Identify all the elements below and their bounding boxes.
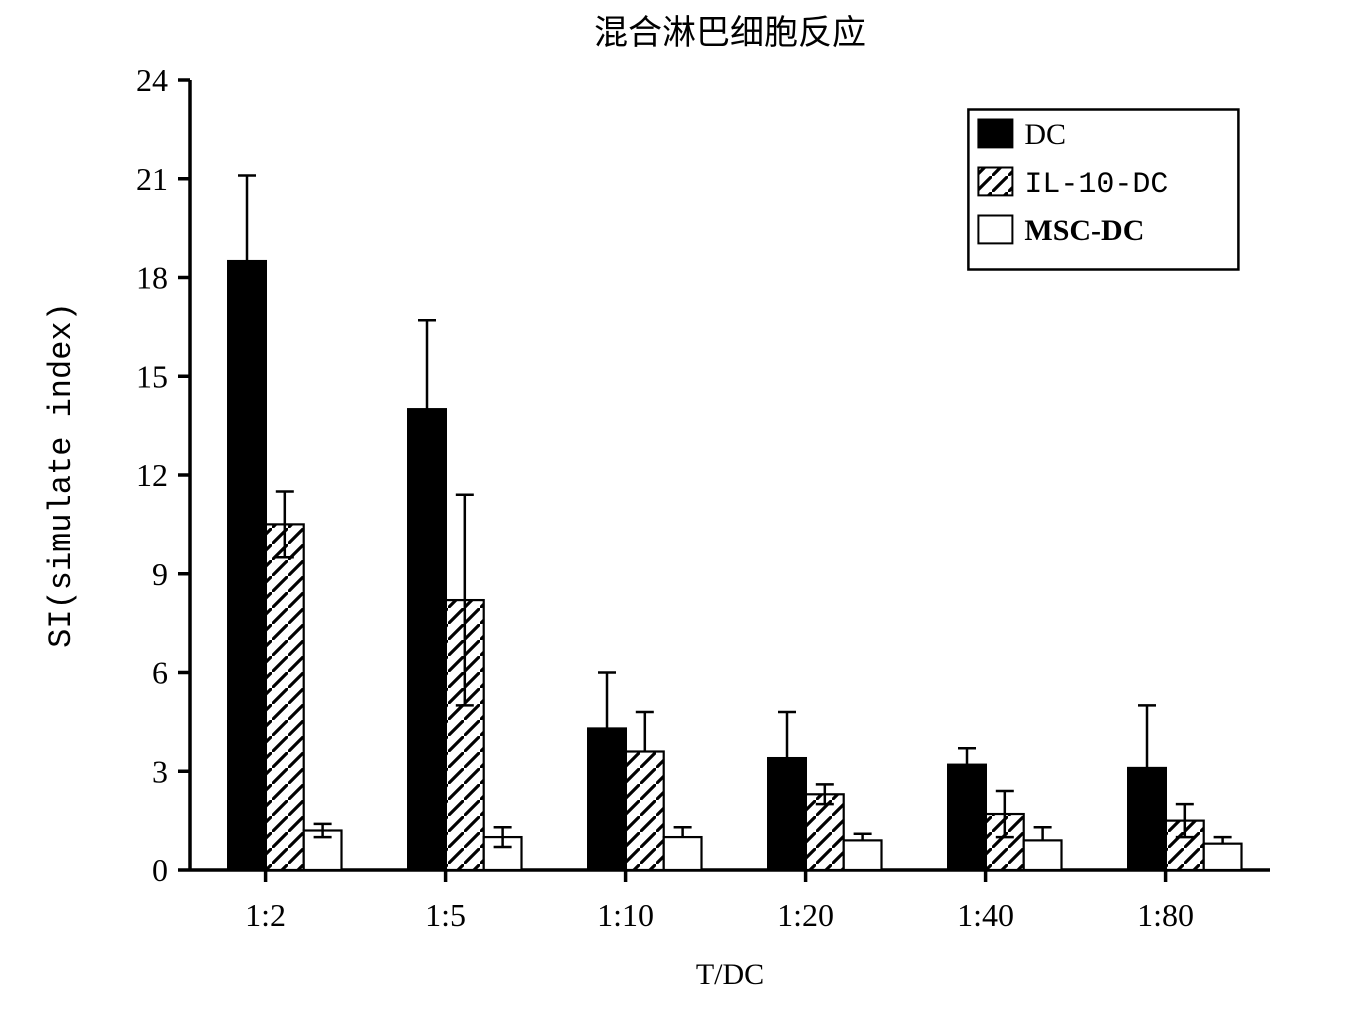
category-label: 1:10 [597,897,654,933]
y-tick-label: 3 [152,753,168,789]
bar-IL-10-DC [806,794,844,870]
y-axis-label: SI(simulate index) [43,302,80,648]
legend-label: DC [1024,118,1066,151]
y-tick-label: 15 [136,358,168,394]
y-tick-label: 0 [152,852,168,888]
bar-DC [588,728,626,870]
bar-MSC-DC [664,837,702,870]
legend-swatch [978,120,1012,148]
y-tick-label: 21 [136,161,168,197]
bar-DC [768,758,806,870]
bar-DC [228,261,266,870]
category-label: 1:20 [777,897,834,933]
legend-label: MSC-DC [1024,214,1144,247]
y-tick-label: 9 [152,556,168,592]
y-tick-label: 12 [136,457,168,493]
chart-container: 混合淋巴细胞反应 0 3 6 9 12 15 18 21 24 SI(simulate index)… [0,0,1346,1032]
bar-MSC-DC [1024,840,1062,870]
y-tick-label: 6 [152,655,168,691]
chart-title: 混合淋巴细胞反应 [594,14,866,52]
bar-DC [1128,768,1166,870]
bar-MSC-DC [844,840,882,870]
category-label: 1:2 [245,897,286,933]
y-tick-label: 18 [136,260,168,296]
legend-label: IL-10-DC [1024,168,1168,202]
bar-IL-10-DC [626,752,664,871]
legend-swatch [978,168,1012,196]
legend-swatch [978,216,1012,244]
bar-DC [948,765,986,870]
category-label: 1:40 [957,897,1014,933]
bar-IL-10-DC [266,524,304,870]
x-axis-label: T/DC [696,958,764,991]
bar-MSC-DC [1204,844,1242,870]
category-label: 1:80 [1137,897,1194,933]
bar-DC [408,409,446,870]
y-tick-label: 24 [136,62,168,98]
category-label: 1:5 [425,897,466,933]
